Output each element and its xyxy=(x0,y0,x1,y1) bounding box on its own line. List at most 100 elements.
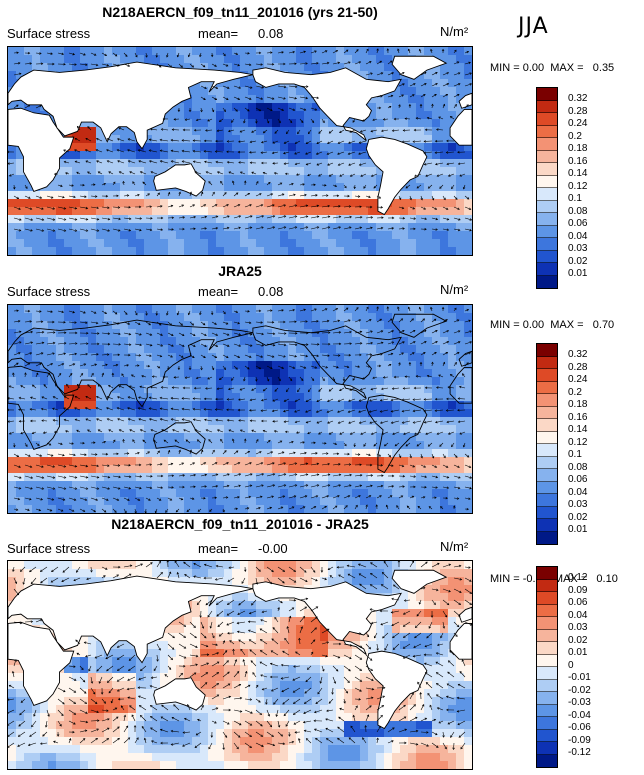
colorbar-swatch xyxy=(537,506,557,519)
colorbar-tick-label: 0.2 xyxy=(568,130,582,142)
colorbar-swatch xyxy=(537,754,557,767)
colorbar-tick-label: -0.09 xyxy=(568,734,591,746)
colorbar-tick-label: 0.01 xyxy=(568,268,588,279)
colorbar-tick-label: 0.03 xyxy=(568,622,588,633)
colorbar-tick-label: 0.14 xyxy=(568,168,588,179)
min-value: 0.00 xyxy=(522,62,545,74)
colorbar-swatch xyxy=(537,692,557,705)
colorbar-tick-label: -0.06 xyxy=(568,722,591,733)
stress-vectors xyxy=(8,48,472,232)
colorbar-tick-label: 0.01 xyxy=(568,647,588,658)
season-label: JJA xyxy=(518,14,549,39)
colorbar-tick-label: 0.02 xyxy=(568,634,588,646)
variable-label: Surface stress xyxy=(7,541,91,556)
colorbar-tick-label: 0.08 xyxy=(568,461,588,473)
colorbar-swatch xyxy=(537,431,557,444)
colorbar-swatch xyxy=(537,88,557,101)
coastline xyxy=(8,55,472,216)
colorbar-tick-label: 0.09 xyxy=(568,584,588,596)
colorbar-swatch xyxy=(537,604,557,617)
colorbar-swatch xyxy=(537,742,557,755)
colorbar-tick-label: 0.14 xyxy=(568,424,588,435)
colorbar-swatch xyxy=(537,419,557,432)
colorbar-swatch xyxy=(537,494,557,507)
colorbar-swatch xyxy=(537,344,557,357)
mean-label: mean= xyxy=(198,284,239,299)
colorbar xyxy=(536,566,558,768)
colorbar-tick-label: 0.06 xyxy=(568,474,588,485)
colorbar-swatch xyxy=(537,481,557,494)
colorbar-tick-label: 0.18 xyxy=(568,399,588,410)
colorbar-swatch xyxy=(537,567,557,580)
colorbar-swatch xyxy=(537,275,557,288)
min-label: MIN = xyxy=(490,62,520,74)
colorbar-swatch xyxy=(537,469,557,482)
colorbar-tick-label: -0.12 xyxy=(568,747,591,758)
colorbar-tick-label: 0.24 xyxy=(568,374,588,385)
max-label: MAX = xyxy=(550,319,584,331)
coastline xyxy=(8,569,472,730)
colorbar-tick-label: 0.16 xyxy=(568,155,588,167)
colorbar-tick-label: 0 xyxy=(568,659,574,671)
colorbar-swatch xyxy=(537,369,557,382)
units-label: N/m² xyxy=(440,24,469,39)
colorbar-swatch xyxy=(537,444,557,457)
max-label: MAX = xyxy=(550,62,584,74)
colorbar-tick-label: 0.32 xyxy=(568,349,588,360)
colorbar-swatch xyxy=(537,163,557,176)
colorbar-swatch xyxy=(537,225,557,238)
colorbar-tick-label: 0.04 xyxy=(568,486,588,498)
colorbar-swatch xyxy=(537,263,557,276)
colorbar-tick-label: 0.1 xyxy=(568,449,582,460)
colorbar-tick-label: 0.04 xyxy=(568,609,588,621)
colorbar-tick-label: 0.12 xyxy=(568,180,588,192)
colorbar-swatch xyxy=(537,188,557,201)
stress-vectors xyxy=(8,561,472,751)
variable-label: Surface stress xyxy=(7,26,91,41)
colorbar-tick-label: -0.02 xyxy=(568,684,591,696)
units-label: N/m² xyxy=(440,282,469,297)
stress-vectors xyxy=(8,306,472,513)
mean-value: -0.00 xyxy=(258,541,288,556)
units-label: N/m² xyxy=(440,539,469,554)
colorbar-swatch xyxy=(537,125,557,138)
colorbar-swatch xyxy=(537,456,557,469)
variable-label: Surface stress xyxy=(7,284,91,299)
map-model xyxy=(7,46,473,256)
min-max-readout: MIN = 0.00 MAX = 0.70 xyxy=(490,319,614,331)
colorbar-swatch xyxy=(537,654,557,667)
colorbar-swatch xyxy=(537,356,557,369)
colorbar-swatch xyxy=(537,531,557,544)
map-obs xyxy=(7,304,473,514)
colorbar-tick-label: 0.1 xyxy=(568,193,582,204)
colorbar-swatch xyxy=(537,175,557,188)
min-label: MIN = xyxy=(490,319,520,331)
colorbar-tick-label: 0.08 xyxy=(568,205,588,217)
min-max-readout: MIN = 0.00 MAX = 0.35 xyxy=(490,62,614,74)
colorbar-swatch xyxy=(537,679,557,692)
colorbar-swatch xyxy=(537,519,557,532)
mean-label: mean= xyxy=(198,26,239,41)
colorbar-tick-label: 0.28 xyxy=(568,105,588,117)
colorbar-tick-label: 0.32 xyxy=(568,93,588,104)
colorbar-swatch xyxy=(537,667,557,680)
colorbar-ticks: 0.32 0.28 0.24 0.2 0.18 0.16 0.14 0.12 0.1 0.08 0.… xyxy=(568,87,587,281)
colorbar-swatch xyxy=(537,394,557,407)
stress-field xyxy=(8,305,472,513)
max-value: 0.35 xyxy=(592,62,615,74)
max-value: 0.10 xyxy=(596,573,618,585)
colorbar-tick-label: 0.16 xyxy=(568,411,588,423)
max-value: 0.70 xyxy=(592,319,615,331)
colorbar-tick-label: 0.02 xyxy=(568,255,588,267)
colorbar-swatch xyxy=(537,406,557,419)
colorbar-tick-label: 0.01 xyxy=(568,524,588,535)
panel-title: JRA25 xyxy=(218,263,262,279)
colorbar-swatch xyxy=(537,238,557,251)
colorbar-ticks: 0.12 0.09 0.06 0.04 0.03 0.02 0.01 0 -0.01 -0.02-… xyxy=(568,566,591,760)
colorbar-swatch xyxy=(537,642,557,655)
colorbar-tick-label: 0.03 xyxy=(568,243,588,254)
colorbar-tick-label: -0.04 xyxy=(568,709,591,721)
mean-label: mean= xyxy=(198,541,239,556)
colorbar-swatch xyxy=(537,729,557,742)
panel-title: N218AERCN_f09_tn11_201016 - JRA25 xyxy=(111,516,369,532)
